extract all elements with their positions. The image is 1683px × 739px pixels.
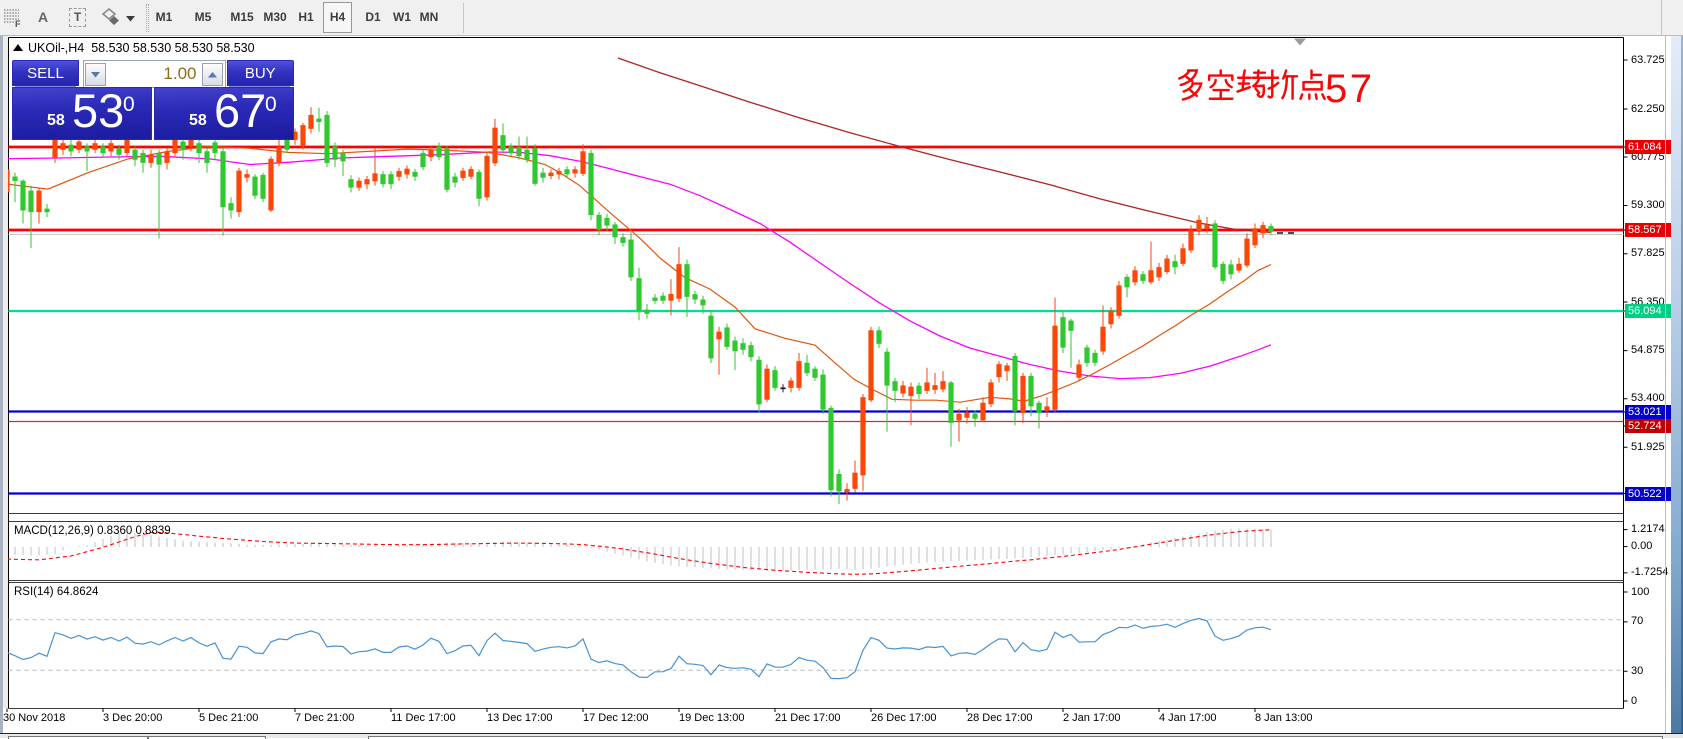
svg-text:F: F [15,19,21,28]
svg-text:57: 57 [1325,67,1375,111]
